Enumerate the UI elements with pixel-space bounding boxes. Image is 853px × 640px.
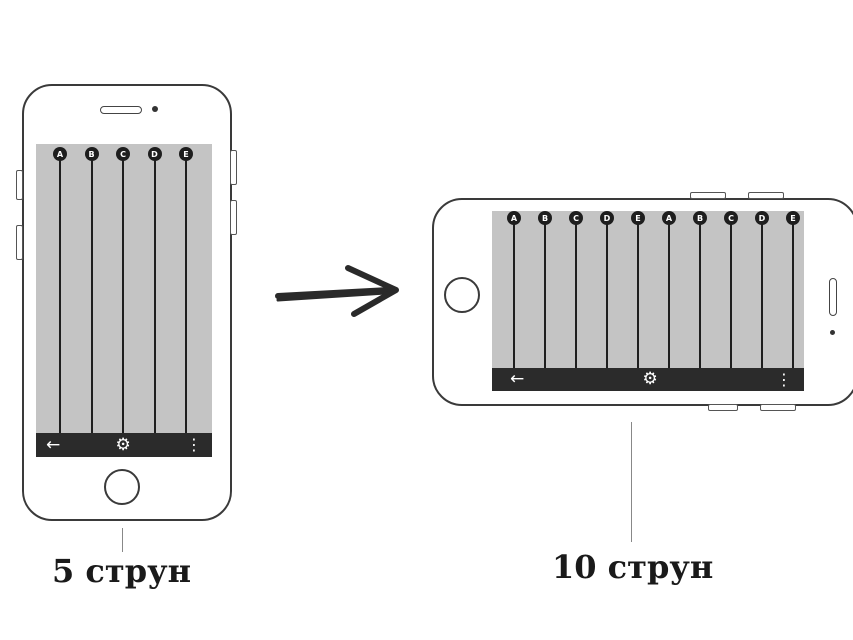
portrait-string-1[interactable] [59,154,61,433]
portrait-note-label: A [53,147,67,161]
landscape-note-label: D [600,211,614,225]
landscape-string-8[interactable] [730,218,732,368]
landscape-home-button [444,277,480,313]
back-arrow-icon[interactable]: ← [46,434,61,455]
landscape-note-label: E [631,211,645,225]
portrait-note-label: B [84,147,99,161]
portrait-speaker [100,106,142,114]
portrait-side-button [16,170,23,200]
landscape-string-3[interactable] [575,218,577,368]
landscape-side-button [708,404,738,411]
portrait-screen [36,144,212,434]
landscape-camera [830,330,835,335]
landscape-speaker [829,278,837,316]
portrait-nav-bar: ← ⚙ ⋮ [36,433,212,457]
landscape-note-label: A [662,211,676,225]
more-vert-icon[interactable]: ⋮ [776,369,792,389]
portrait-note-label: C [116,147,130,161]
gear-icon[interactable]: ⚙ [115,434,131,455]
landscape-string-6[interactable] [668,218,670,368]
portrait-string-3[interactable] [122,154,124,433]
portrait-note-label: D [147,147,162,161]
portrait-side-button [16,225,23,260]
gear-icon[interactable]: ⚙ [642,369,658,389]
landscape-side-button [760,404,796,411]
landscape-side-button [748,192,784,199]
landscape-note-label: C [569,211,583,225]
landscape-string-7[interactable] [699,218,701,368]
landscape-caption: 10 струн [552,548,714,586]
landscape-note-label: A [507,211,521,225]
landscape-nav-bar: ← ⚙ ⋮ [492,368,804,391]
landscape-string-4[interactable] [606,218,608,368]
landscape-string-5[interactable] [637,218,639,368]
portrait-string-5[interactable] [185,154,187,433]
landscape-caption-line [631,422,632,542]
portrait-camera [152,106,158,112]
portrait-home-button [104,469,140,505]
landscape-note-label: B [538,211,552,225]
more-vert-icon[interactable]: ⋮ [186,435,202,454]
portrait-string-4[interactable] [153,154,156,433]
landscape-note-label: E [786,211,800,225]
landscape-side-button [690,192,726,199]
landscape-string-9[interactable] [761,218,763,368]
landscape-note-label: D [755,211,769,225]
landscape-string-1[interactable] [513,218,515,368]
landscape-string-2[interactable] [544,218,546,368]
portrait-caption: 5 струн [52,552,191,590]
back-arrow-icon[interactable]: ← [510,369,525,389]
landscape-note-label: C [724,211,738,225]
portrait-side-button [230,150,237,185]
landscape-note-label: B [693,211,707,225]
landscape-string-10[interactable] [792,218,794,368]
landscape-screen [492,211,804,369]
portrait-string-2[interactable] [90,154,93,433]
portrait-caption-line [122,528,123,552]
portrait-side-button [230,200,237,235]
rotation-arrow [275,265,399,317]
portrait-note-label: E [179,147,193,161]
